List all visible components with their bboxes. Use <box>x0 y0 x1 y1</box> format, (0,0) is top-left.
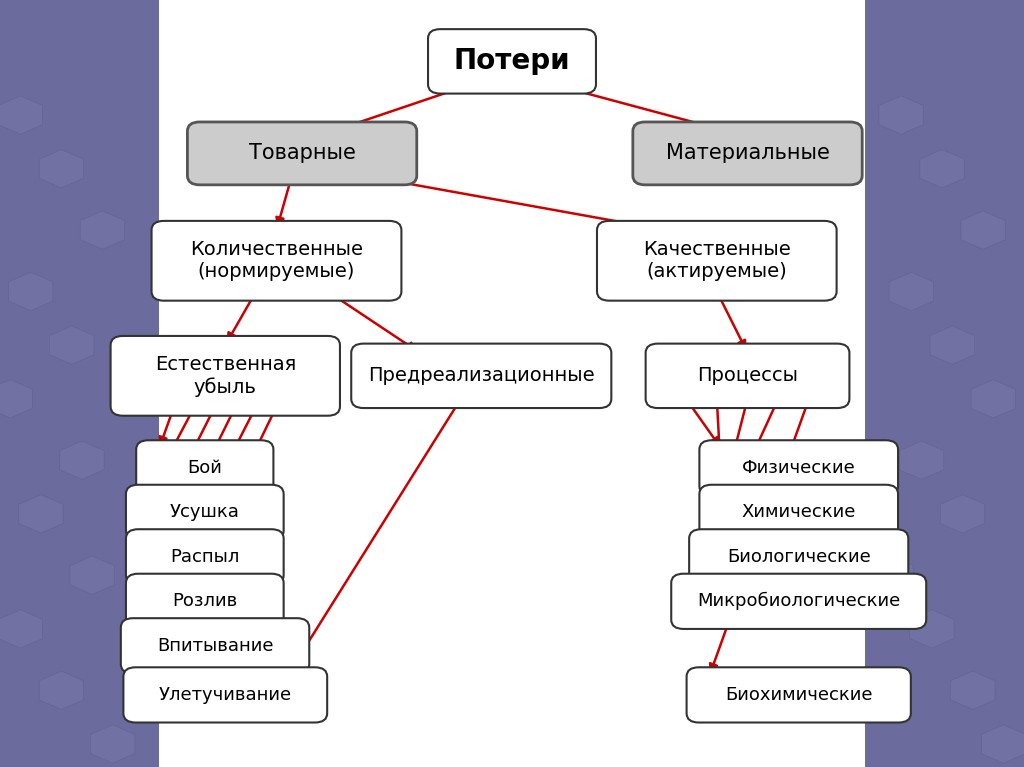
Text: Товарные: Товарные <box>249 143 355 163</box>
Text: Химические: Химические <box>741 503 856 522</box>
Text: Количественные
(нормируемые): Количественные (нормируемые) <box>190 240 362 281</box>
FancyBboxPatch shape <box>187 122 417 185</box>
Text: Бой: Бой <box>187 459 222 477</box>
FancyBboxPatch shape <box>136 440 273 495</box>
FancyBboxPatch shape <box>428 29 596 94</box>
FancyBboxPatch shape <box>126 529 284 584</box>
Text: Розлив: Розлив <box>172 592 238 611</box>
FancyBboxPatch shape <box>351 344 611 408</box>
Text: Впитывание: Впитывание <box>157 637 273 655</box>
Text: Процессы: Процессы <box>697 367 798 385</box>
FancyBboxPatch shape <box>126 485 284 540</box>
FancyBboxPatch shape <box>699 485 898 540</box>
FancyBboxPatch shape <box>645 344 849 408</box>
FancyBboxPatch shape <box>152 221 401 301</box>
FancyBboxPatch shape <box>126 574 284 629</box>
FancyBboxPatch shape <box>597 221 837 301</box>
Text: Биологические: Биологические <box>727 548 870 566</box>
Text: Потери: Потери <box>454 48 570 75</box>
Text: Естественная
убыль: Естественная убыль <box>155 355 296 397</box>
FancyBboxPatch shape <box>121 618 309 673</box>
FancyBboxPatch shape <box>686 667 911 723</box>
Text: Качественные
(актируемые): Качественные (актируемые) <box>643 240 791 281</box>
FancyBboxPatch shape <box>699 440 898 495</box>
FancyBboxPatch shape <box>689 529 908 584</box>
FancyBboxPatch shape <box>633 122 862 185</box>
Text: Материальные: Материальные <box>666 143 829 163</box>
FancyBboxPatch shape <box>672 574 926 629</box>
Text: Микробиологические: Микробиологические <box>697 592 900 611</box>
FancyBboxPatch shape <box>159 0 865 767</box>
Text: Улетучивание: Улетучивание <box>159 686 292 704</box>
Text: Распыл: Распыл <box>170 548 240 566</box>
Text: Предреализационные: Предреализационные <box>368 367 595 385</box>
FancyBboxPatch shape <box>111 336 340 416</box>
FancyBboxPatch shape <box>124 667 328 723</box>
Text: Физические: Физические <box>741 459 856 477</box>
Text: Биохимические: Биохимические <box>725 686 872 704</box>
Text: Усушка: Усушка <box>170 503 240 522</box>
